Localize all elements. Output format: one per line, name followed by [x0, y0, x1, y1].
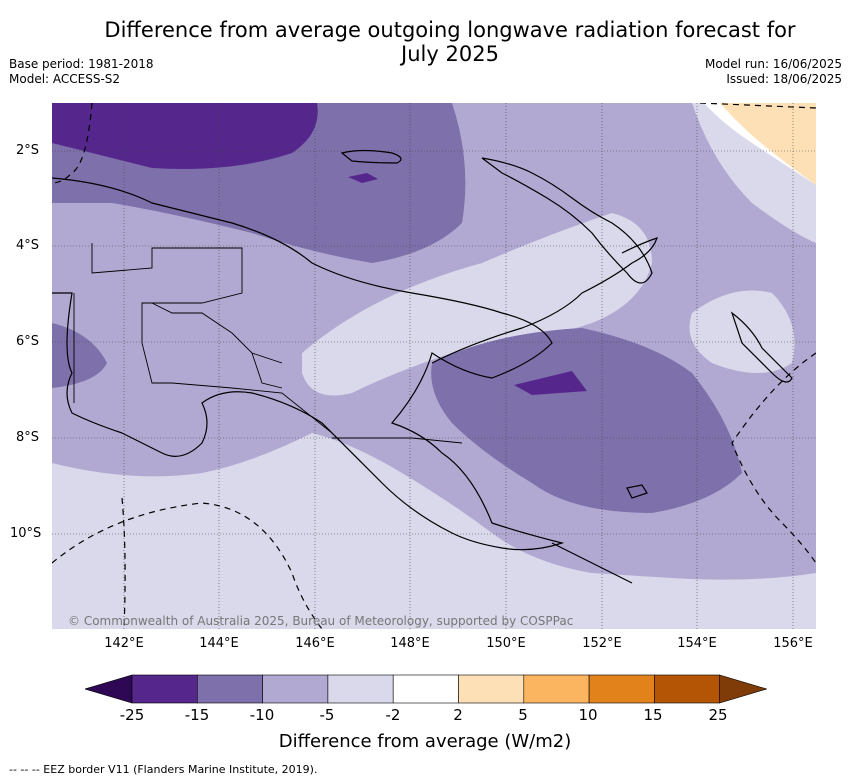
anomaly-map: [52, 103, 816, 629]
colorbar-cells: [85, 674, 767, 704]
band-neg15-neg10-west: [52, 323, 107, 388]
eez-border: [52, 103, 816, 629]
colorbar-cell: [588, 674, 655, 704]
band-neg25-neg15-small: [348, 173, 378, 183]
base-period: Base period: 1981-2018: [9, 57, 154, 71]
meta-right: Model run: 16/06/2025 Issued: 18/06/2025: [705, 57, 842, 87]
colorbar: [85, 674, 767, 704]
colorbar-tick: 10: [578, 706, 598, 724]
graticule: [52, 103, 816, 629]
colorbar-tick: -15: [184, 706, 210, 724]
map-title: Difference from average outgoing longwav…: [104, 18, 796, 66]
y-tick-label: 2°S: [16, 143, 40, 158]
band-neg15-neg10-east: [431, 328, 742, 513]
colorbar-cell: [392, 674, 459, 704]
colorbar-tick: 15: [643, 706, 663, 724]
colorbar-tick: -5: [319, 706, 335, 724]
model-name: Model: ACCESS-S2: [9, 72, 121, 86]
light-region-central: [302, 213, 652, 396]
x-tick-label: 152°E: [582, 636, 622, 651]
coastlines: [52, 149, 793, 584]
y-tick-label: 6°S: [16, 334, 40, 349]
x-tick-label: 150°E: [486, 636, 526, 651]
x-tick-label: 148°E: [390, 636, 430, 651]
colorbar-cell: [523, 674, 590, 704]
band-neg25-neg15-north: [52, 103, 318, 169]
model-run: Model run: 16/06/2025: [704, 57, 842, 71]
colorbar-cell: [327, 674, 394, 704]
y-tick-label: 4°S: [16, 238, 40, 253]
colorbar-cell: [131, 674, 198, 704]
band-neg25-neg15-east: [514, 371, 587, 395]
colorbar-cell: [262, 674, 329, 704]
colorbar-title: Difference from average (W/m2): [278, 731, 572, 752]
map-canvas: [52, 103, 816, 629]
colorbar-tick: -2: [385, 706, 401, 724]
colorbar-extend-high: [719, 674, 767, 704]
colorbar-tick: -25: [119, 706, 145, 724]
x-tick-label: 144°E: [199, 636, 239, 651]
x-tick-label: 142°E: [104, 636, 144, 651]
colorbar-tick: -10: [249, 706, 275, 724]
band-pos2-pos5-ne: [720, 103, 816, 185]
eez-footnote: -- -- -- EEZ border V11 (Flanders Marine…: [9, 763, 318, 776]
x-tick-label: 156°E: [773, 636, 813, 651]
colorbar-tick: 25: [708, 706, 728, 724]
light-region-south: [52, 483, 412, 629]
colorbar-cell: [197, 674, 263, 704]
colorbar-tick: 5: [518, 706, 528, 724]
colorbar-tick: 2: [453, 706, 463, 724]
colorbar-cell: [458, 674, 525, 704]
copyright-notice: © Commonwealth of Australia 2025, Bureau…: [68, 614, 574, 628]
x-tick-label: 154°E: [677, 636, 717, 651]
province-borders: [73, 243, 463, 464]
meta-left: Base period: 1981-2018 Model: ACCESS-S2: [9, 57, 154, 87]
light-region-east: [689, 290, 795, 373]
colorbar-cell: [654, 674, 721, 704]
y-tick-label: 8°S: [16, 430, 40, 445]
issued-date: Issued: 18/06/2025: [726, 72, 842, 86]
colorbar-extend-low: [85, 674, 133, 704]
x-tick-label: 146°E: [295, 636, 335, 651]
y-tick-label: 10°S: [10, 526, 42, 541]
